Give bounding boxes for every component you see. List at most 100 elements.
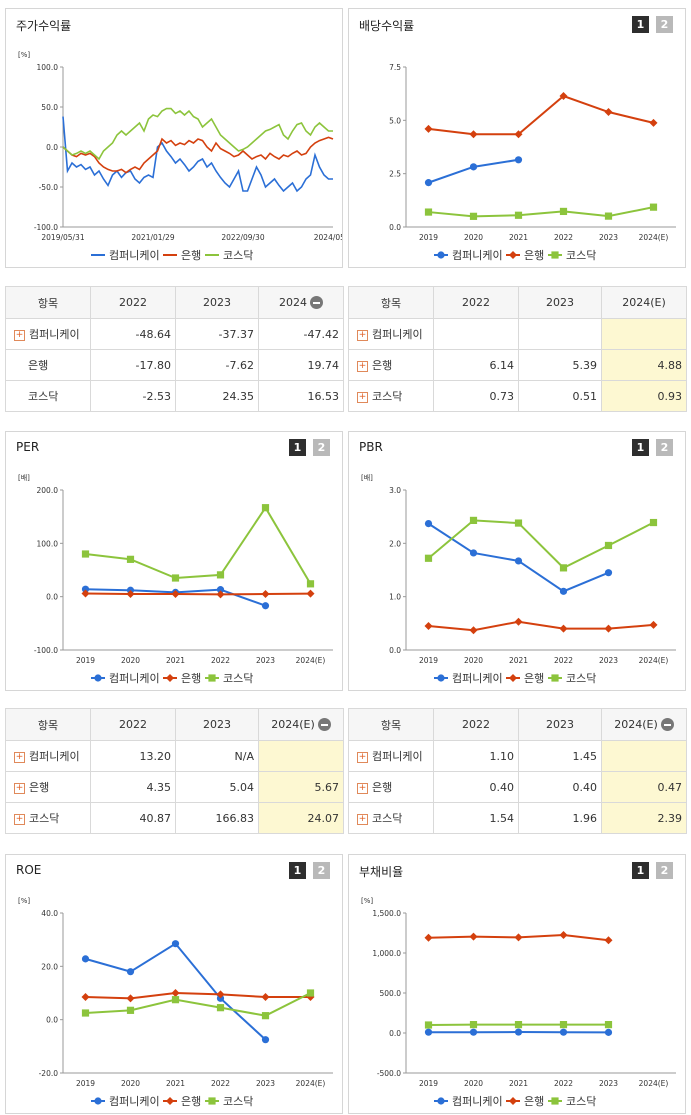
page-button[interactable]: 2 [313,862,330,879]
row-name: 은행 [372,781,393,794]
data-point [126,968,135,976]
header-text: 2023 [546,296,574,309]
legend-marker [166,674,174,682]
expand-button[interactable]: + [357,391,368,403]
y-tick-label: 50.0 [41,103,58,112]
collapse-button[interactable] [310,296,323,310]
data-point [261,589,270,598]
data-point [469,212,478,220]
row-name-cell: + 컴퍼니케이 [348,740,434,772]
page-button[interactable]: 1 [632,862,649,879]
expand-button[interactable]: + [357,813,368,825]
expand-button[interactable]: + [14,813,25,825]
page-button[interactable]: 1 [289,439,306,456]
x-tick-label: 2020 [121,1079,140,1088]
page-button[interactable]: 2 [656,862,673,879]
data-point [126,555,135,563]
x-tick-label: 2023 [599,1079,618,1088]
y-tick-label: 100.0 [37,63,59,72]
header-text: 2024(E) [271,717,315,731]
x-tick-label: 2023 [256,656,275,665]
y-tick-label: -50.0 [39,183,59,192]
chart-panel: PER 1 2 [배] 200.0 100.0 0.0 -100.0 2019 2020 2021 2… [5,431,343,691]
table-row: + 컴퍼니케이 [348,318,687,350]
data-point [469,1021,478,1029]
expand-button[interactable]: + [357,360,368,372]
expand-button[interactable]: + [357,329,368,341]
legend-marker [509,674,517,682]
chart: [배] 200.0 100.0 0.0 -100.0 2019 2020 2021 2022 20… [18,473,333,685]
row-name: 코스닥 [29,812,60,825]
page-button[interactable]: 2 [656,439,673,456]
data-point [559,207,568,216]
chart-title: 배당수익률 [359,19,415,33]
header-text: 2023 [546,718,574,731]
data-point [604,541,613,550]
expand-button[interactable]: + [14,329,25,341]
y-tick-label: 1.0 [389,593,401,602]
collapse-button[interactable] [317,718,331,732]
value-cell: 6.14 [433,349,519,381]
data-point [559,587,568,595]
value-cell: 19.74 [258,349,344,381]
series-line [428,94,654,136]
data-point [261,1036,270,1044]
page-button[interactable]: 1 [289,862,306,879]
header-text: 2022 [119,296,147,309]
expand-button[interactable]: + [357,751,368,763]
value-cell: 16.53 [258,380,344,412]
value-cell: 5.04 [175,771,259,803]
x-tick-label: 2022/09/30 [221,233,264,242]
data-point [216,990,225,999]
data-point [604,624,613,633]
legend-label: 은행 [524,1095,544,1108]
chart-panel: 배당수익률 1 2 7.5 5.0 2.5 0.0 2019 2020 2021 2022 2023 2… [348,8,686,268]
header-text: 2022 [119,718,147,731]
chart-title: PBR [359,440,383,454]
data-point [261,602,270,610]
header-row: 항목 2022 2023 2024(E) [348,708,687,741]
value-cell: -47.42 [258,318,344,350]
value-cell: 0.51 [518,380,602,412]
legend-marker [509,251,517,259]
data-point [424,622,433,630]
data-point [424,1021,433,1029]
data-point [81,589,90,598]
value-cell: 1.96 [518,802,602,834]
x-tick-label: 2022 [211,656,230,665]
header-text: 2022 [462,296,490,309]
collapse-button[interactable] [660,718,674,732]
legend-marker [437,674,445,682]
legend-marker [94,1097,102,1105]
page-button[interactable]: 1 [632,16,649,33]
legend-label: 코스닥 [566,249,596,262]
page-button[interactable]: 2 [313,439,330,456]
page-button[interactable]: 1 [632,439,649,456]
x-tick-label: 2020 [464,656,483,665]
page-button[interactable]: 2 [656,16,673,33]
data-point [171,989,180,997]
data-point [649,118,658,127]
data-table: 항목 2022 2023 2024(E) + 컴퍼니케이 + 은행 6.14 5.39 4.88 + 코… [348,286,687,412]
expand-button[interactable]: + [357,782,368,794]
value-cell: 40.87 [90,802,176,834]
series-line [428,158,519,184]
value-cell [601,740,687,772]
expand-button[interactable]: + [14,751,25,763]
series-line [428,620,654,632]
data-point [424,520,433,528]
data-point [81,550,90,558]
expand-button[interactable]: + [14,782,25,794]
x-tick-label: 2024(E) [296,656,326,665]
chart-panel: ROE 1 2 [%] 40.0 20.0 0.0 -20.0 2019 2020 2021 2022… [5,854,343,1114]
x-tick-label: 2021 [509,656,528,665]
x-tick-label: 2022 [554,233,573,242]
x-tick-label: 2021 [509,233,528,242]
value-cell: -17.80 [90,349,176,381]
legend-marker [551,251,559,259]
y-tick-label: 0.0 [46,593,58,602]
data-point [126,1006,135,1014]
x-tick-label: 2024(E) [639,656,669,665]
legend-marker [208,1097,216,1105]
